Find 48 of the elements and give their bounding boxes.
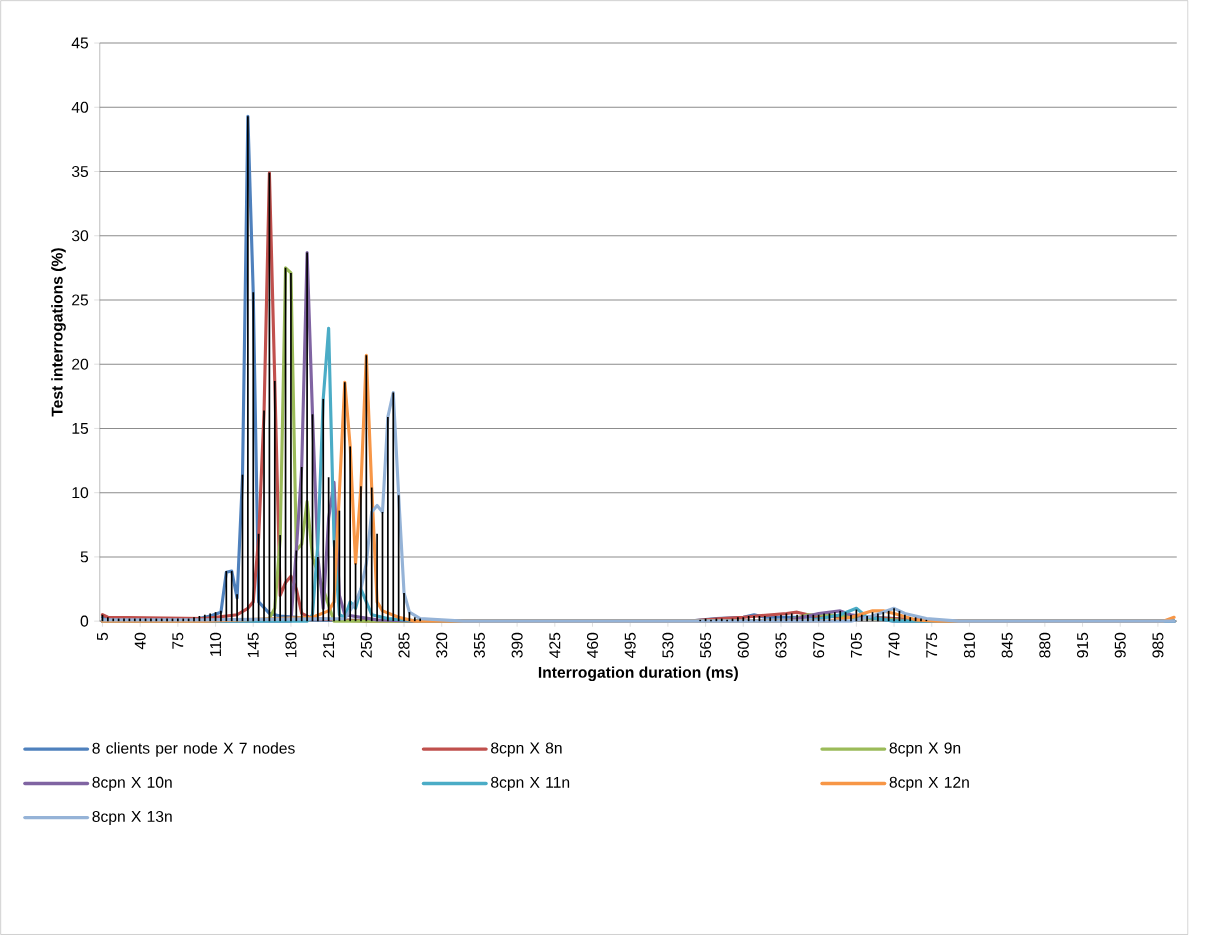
y-tick-label: 40 <box>71 101 89 113</box>
x-tick-label: 5 <box>97 632 108 641</box>
x-tick-label: 285 <box>398 632 410 658</box>
x-tick-label: 635 <box>775 632 787 658</box>
y-tick-label: 20 <box>72 358 89 370</box>
x-tick-label: 880 <box>1039 632 1051 658</box>
x-tick-label: 670 <box>813 632 825 658</box>
legend-label: 8 clients per node X 7 nodes <box>92 742 295 757</box>
x-tick-label: 740 <box>888 632 900 658</box>
x-tick-label: 110 <box>210 632 222 656</box>
x-tick-label: 845 <box>1001 632 1013 658</box>
y-axis-title: Test interrogations (%) <box>51 248 66 417</box>
y-tick-label: 5 <box>80 551 89 563</box>
legend-label: 8cpn X 9n <box>889 742 961 757</box>
y-tick-label: 30 <box>71 230 89 242</box>
x-tick-label: 705 <box>850 632 862 658</box>
x-tick-label: 215 <box>323 632 335 658</box>
legend-label: 8cpn X 11n <box>491 776 570 791</box>
x-tick-label: 75 <box>172 632 184 649</box>
x-tick-label: 915 <box>1077 632 1089 658</box>
x-tick-label: 145 <box>247 632 259 658</box>
x-tick-label: 460 <box>586 632 599 658</box>
x-tick-label: 40 <box>134 632 146 650</box>
x-tick-label: 390 <box>511 632 523 658</box>
x-tick-label: 985 <box>1152 632 1164 658</box>
y-tick-label: 15 <box>72 422 89 434</box>
x-tick-label: 950 <box>1114 632 1126 658</box>
x-tick-label: 565 <box>700 632 712 658</box>
x-tick-label: 180 <box>285 632 297 658</box>
x-axis-title: Interrogation duration (ms) <box>538 666 738 681</box>
legend-label: 8cpn X 8n <box>491 742 562 757</box>
x-tick-label: 530 <box>662 632 674 658</box>
x-tick-label: 250 <box>360 632 372 658</box>
legend-label: 8cpn X 10n <box>92 776 172 791</box>
y-tick-label: 35 <box>71 165 89 177</box>
y-tick-label: 45 <box>71 37 89 49</box>
legend-label: 8cpn X 13n <box>92 810 172 826</box>
x-tick-label: 495 <box>624 632 636 658</box>
x-tick-label: 600 <box>737 632 749 658</box>
x-tick-label: 425 <box>549 632 561 658</box>
y-tick-label: 10 <box>72 487 89 499</box>
x-tick-label: 355 <box>473 632 485 658</box>
x-tick-label: 810 <box>963 632 975 658</box>
y-tick-label: 25 <box>72 294 89 306</box>
x-tick-label: 775 <box>926 632 938 658</box>
x-tick-label: 320 <box>436 632 448 658</box>
legend-label: 8cpn X 12n <box>889 776 969 791</box>
y-tick-label: 0 <box>80 615 89 627</box>
